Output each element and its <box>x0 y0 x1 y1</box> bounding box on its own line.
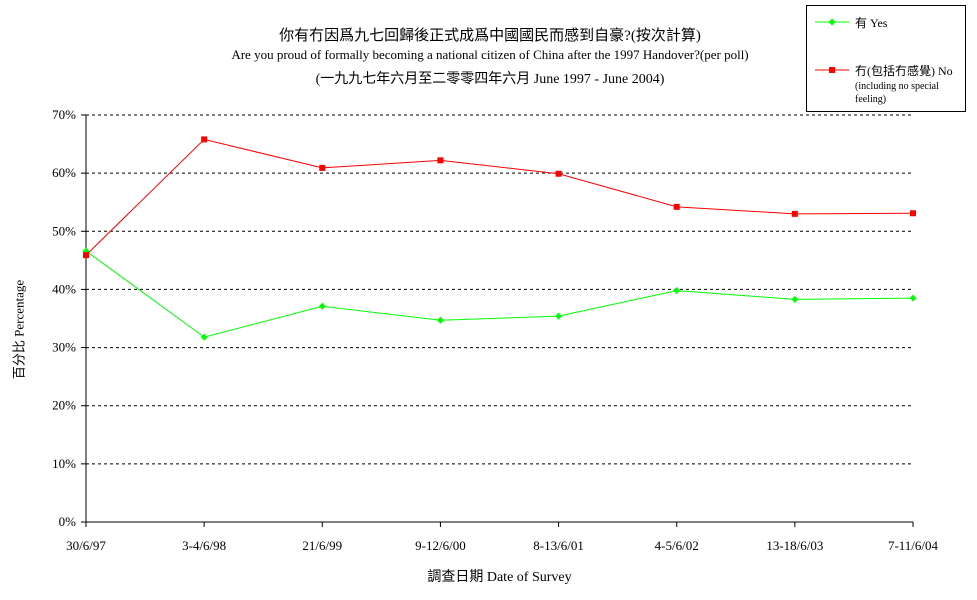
chart-subtitle: (一九九七年六月至二零零四年六月 June 1997 - June 2004) <box>315 72 665 87</box>
data-point-square <box>319 164 326 171</box>
legend-label-no: 冇(包括冇感覺) No <box>855 64 953 78</box>
series-line-1 <box>85 138 914 256</box>
chart-title-english: Are you proud of formally becoming a nat… <box>231 47 749 62</box>
chart-title-chinese: 你有冇因爲九七回歸後正式成爲中國國民而感到自豪?(按次計算) <box>279 28 701 44</box>
y-tick-label: 30% <box>52 340 76 355</box>
legend-label-no-sub: (including no special feeling) <box>855 81 939 105</box>
data-point-square <box>555 170 562 177</box>
data-point-diamond <box>318 302 326 310</box>
y-tick-label: 0% <box>59 514 77 529</box>
x-tick-label: 30/6/97 <box>66 538 106 553</box>
data-point-diamond <box>673 287 681 295</box>
data-point-square <box>910 210 916 217</box>
data-point-diamond <box>436 316 444 324</box>
data-point-square <box>83 252 89 259</box>
y-tick-label: 20% <box>52 398 76 413</box>
data-point-square <box>791 210 798 217</box>
axes: 0% 10% 20% 30% 40% 50% 60% 70% 30/6/97 3-4/6/98 21… <box>52 107 938 553</box>
x-axis-label: 調查日期 Date of Survey <box>427 570 572 585</box>
x-tick-label: 3-4/6/98 <box>182 538 226 553</box>
series-layer <box>82 136 917 341</box>
x-tick-label: 8-13/6/01 <box>533 538 584 553</box>
y-tick-label: 10% <box>52 456 76 471</box>
data-point-diamond <box>555 312 563 320</box>
y-tick-label: 40% <box>52 281 76 296</box>
data-point-square <box>201 136 208 143</box>
legend-marker-yes <box>815 18 849 26</box>
legend: 有 Yes 冇(包括冇感覺) No (including no special … <box>806 5 966 112</box>
y-tick-label: 60% <box>52 165 76 180</box>
data-point-square <box>673 203 680 210</box>
data-point-diamond <box>791 295 799 303</box>
x-tick-label: 13-18/6/03 <box>766 538 823 553</box>
y-axis-label: 百分比 Percentage <box>11 279 27 380</box>
data-point-diamond <box>909 294 917 302</box>
data-point-square <box>437 157 444 164</box>
legend-label-yes: 有 Yes <box>855 16 888 30</box>
y-tick-label: 70% <box>52 107 76 122</box>
legend-marker-no <box>815 67 849 73</box>
series-line-0 <box>85 250 914 338</box>
x-tick-label: 9-12/6/00 <box>415 538 466 553</box>
y-tick-label: 50% <box>52 223 76 238</box>
data-point-diamond <box>200 333 208 341</box>
x-tick-label: 4-5/6/02 <box>655 538 699 553</box>
x-tick-label: 21/6/99 <box>302 538 342 553</box>
x-tick-label: 7-11/6/04 <box>888 538 939 553</box>
